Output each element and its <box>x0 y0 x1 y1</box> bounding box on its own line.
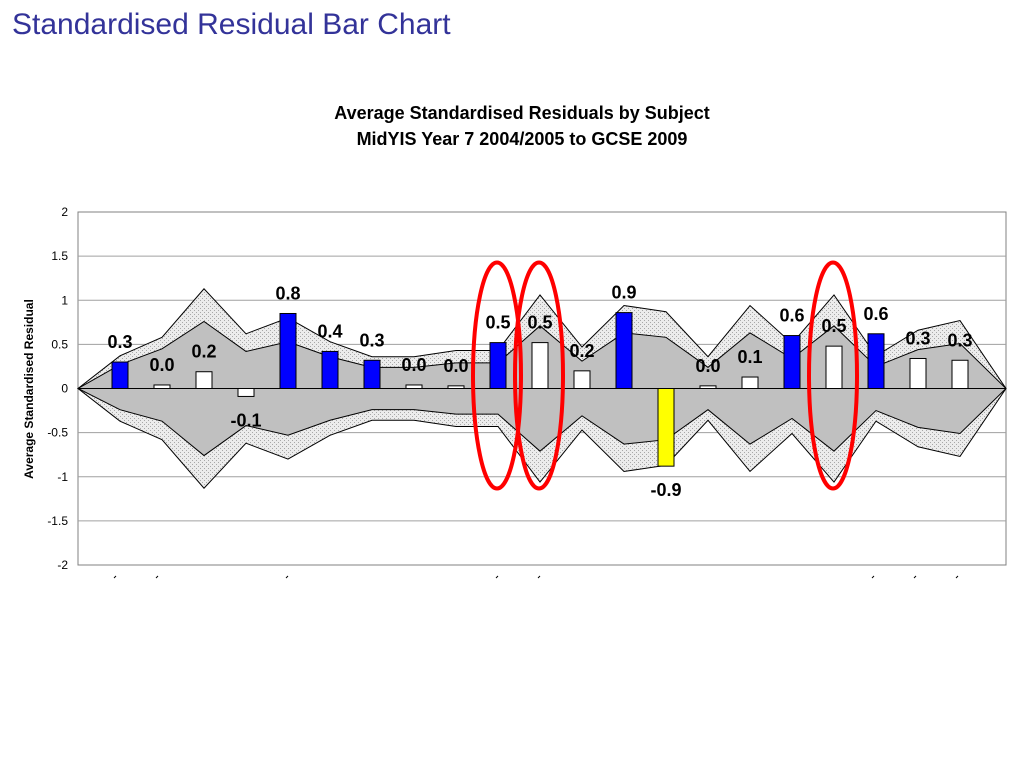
bar <box>237 388 255 397</box>
chart-title-line-2: MidYIS Year 7 2004/2005 to GCSE 2009 <box>356 129 688 149</box>
data-label: 0.3 <box>905 328 930 348</box>
y-tick-label: -2 <box>57 558 68 572</box>
bar <box>279 312 297 389</box>
y-tick-label: -1.5 <box>47 514 68 528</box>
bar <box>615 312 633 390</box>
data-label: 0.0 <box>443 356 468 376</box>
y-tick-label: -1 <box>57 470 68 484</box>
bar <box>405 384 423 390</box>
data-labels: 0.3 0.0 0.2 -0.1 0.8 0.4 0.3 0.0 0.0 0.5 0.5 0.2 0.9… <box>107 283 972 501</box>
chart-title: Average Standardised Residuals by Subjec… <box>222 100 822 152</box>
bars <box>111 312 969 467</box>
y-tick-label: 1 <box>61 293 68 307</box>
data-label: 0.3 <box>359 330 384 350</box>
data-label: 0.9 <box>611 283 636 303</box>
data-label: 0.5 <box>821 316 846 336</box>
x-tick-mark <box>955 575 959 579</box>
bar <box>741 376 759 389</box>
highlight-circles <box>471 260 859 491</box>
bar <box>489 342 507 389</box>
x-tick-mark <box>871 575 875 579</box>
bar <box>909 357 927 389</box>
x-axis-ticks <box>113 575 959 579</box>
bar <box>951 359 969 390</box>
highlight-circle <box>471 260 523 491</box>
bar <box>111 361 129 389</box>
data-label: 0.8 <box>275 283 300 303</box>
x-tick-mark <box>285 575 289 579</box>
data-label: 0.4 <box>317 321 342 341</box>
bar <box>573 370 591 390</box>
chart-title-line-1: Average Standardised Residuals by Subjec… <box>334 103 710 123</box>
y-tick-label: 0.5 <box>51 337 68 351</box>
data-label: 0.6 <box>779 306 804 326</box>
x-tick-mark <box>113 575 117 579</box>
highlight-circle <box>513 260 565 491</box>
data-label: -0.1 <box>230 410 261 430</box>
bar <box>153 384 171 390</box>
data-label: 0.5 <box>485 313 510 333</box>
data-label: 0.6 <box>863 304 888 324</box>
bar <box>195 371 213 390</box>
x-tick-mark <box>913 575 917 579</box>
bar <box>867 333 885 390</box>
x-tick-mark <box>155 575 159 579</box>
bar <box>657 388 675 467</box>
y-axis-tick-labels: 2 1.5 1 0.5 0 -0.5 -1 -1.5 -2 <box>47 205 68 572</box>
y-tick-label: 1.5 <box>51 249 68 263</box>
bar <box>447 385 465 390</box>
bar <box>699 385 717 390</box>
data-label: 0.1 <box>737 347 762 367</box>
x-tick-mark <box>495 575 499 579</box>
data-label: 0.3 <box>947 330 972 350</box>
data-label: 0.0 <box>695 356 720 376</box>
data-label: 0.2 <box>569 341 594 361</box>
bar <box>783 335 801 389</box>
data-label: 0.3 <box>107 332 132 352</box>
bar <box>825 345 843 390</box>
data-label: 0.0 <box>149 355 174 375</box>
x-tick-mark <box>537 575 541 579</box>
slide-title: Standardised Residual Bar Chart <box>12 8 451 41</box>
data-label: -0.9 <box>650 480 681 500</box>
highlight-circle <box>807 260 859 491</box>
bar <box>531 342 549 389</box>
data-label: 0.2 <box>191 342 216 362</box>
y-tick-label: 0 <box>61 382 68 396</box>
y-tick-label: 2 <box>61 205 68 219</box>
data-label: 0.0 <box>401 355 426 375</box>
y-axis-label: Average Standardised Residual <box>22 299 36 479</box>
bar <box>321 350 339 389</box>
data-label: 0.5 <box>527 313 552 333</box>
bar <box>363 359 381 390</box>
y-tick-label: -0.5 <box>47 426 68 440</box>
